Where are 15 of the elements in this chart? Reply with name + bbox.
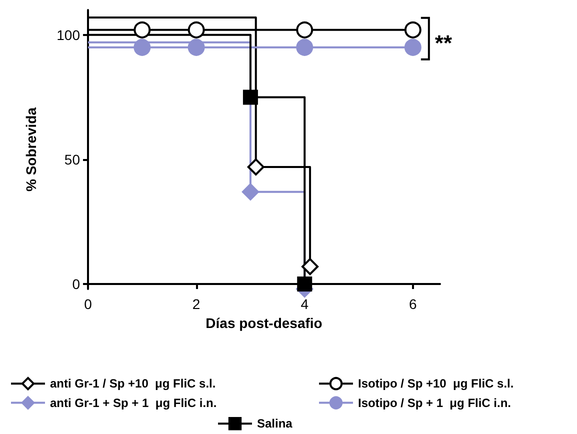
legend-label: Isotipo / Sp + 1 μg FliC i.n. [358,396,512,410]
x-tick-label: 6 [409,296,418,312]
y-tick-label: 50 [64,151,80,168]
legend-label: anti Gr-1 + Sp + 1 μg FliC i.n. [50,396,217,410]
x-axis-title: Días post-desafio [206,314,322,331]
annotation: ** [434,30,452,56]
y-tick-label: 0 [72,276,80,292]
legend-label: Salina [257,416,293,431]
x-tick-label: 4 [300,296,309,312]
x-tick-label: 0 [84,296,92,312]
y-tick-label: 100 [56,26,80,43]
x-tick-label: 2 [192,296,200,312]
legend-label: anti Gr-1 / Sp +10 μg FliC s.l. [50,376,216,391]
legend-label: Isotipo / Sp +10 μg FliC s.l. [358,376,514,391]
y-axis-title: % Sobrevida [23,107,39,192]
